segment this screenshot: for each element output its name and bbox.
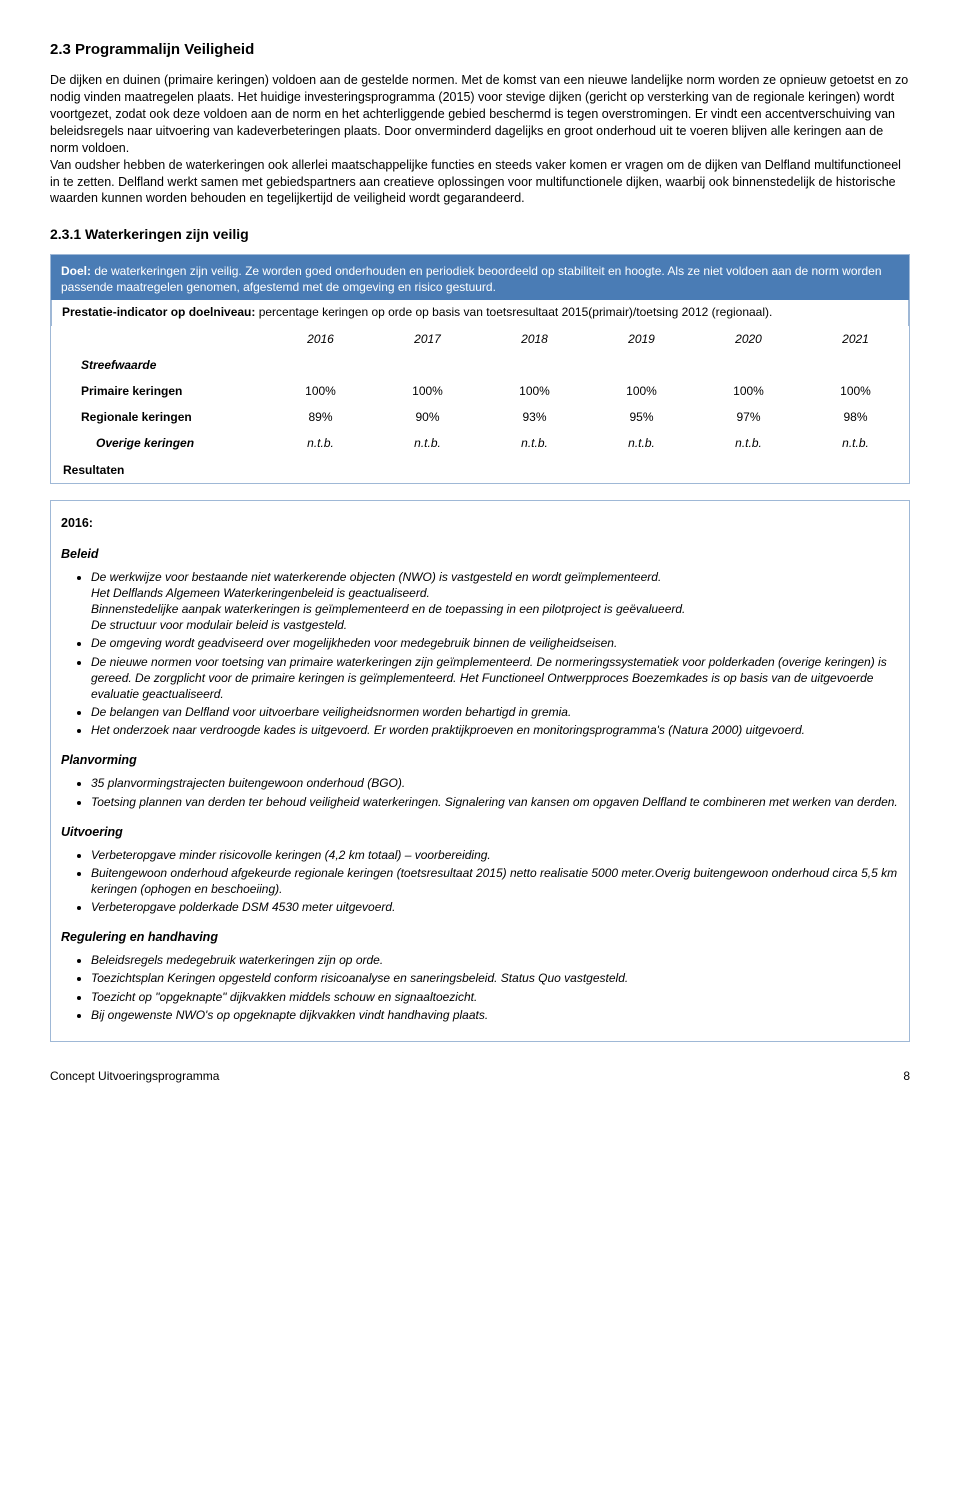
subsection-title: 2.3.1 Waterkeringen zijn veilig [50,225,910,244]
table-year-row: 2016 2017 2018 2019 2020 2021 [51,326,909,352]
cell: 100% [481,378,588,404]
goal-box: Doel: de waterkeringen zijn veilig. Ze w… [51,255,909,299]
cell: 100% [588,378,695,404]
section-title: 2.3 Programmalijn Veiligheid [50,40,910,60]
indicator-label: Prestatie-indicator op doelniveau: [62,305,255,319]
results-year: 2016: [61,515,899,532]
year-2016: 2016 [267,326,374,352]
cell: 100% [695,378,802,404]
list-item: Bij ongewenste NWO's op opgeknapte dijkv… [91,1007,899,1023]
cell: n.t.b. [695,430,802,456]
cell: n.t.b. [481,430,588,456]
results-box: 2016: Beleid De werkwijze voor bestaande… [50,500,910,1042]
list-item: De nieuwe normen voor toetsing van prima… [91,654,899,703]
year-2017: 2017 [374,326,481,352]
cell: 100% [802,378,909,404]
list-item: De omgeving wordt geadviseerd over mogel… [91,635,899,651]
table-row: Streefwaarde [51,352,909,378]
goal-label: Doel: [61,264,91,278]
cell: 100% [374,378,481,404]
list-item: Buitengewoon onderhoud afgekeurde region… [91,865,899,897]
row-overige: Overige keringen [51,430,267,456]
resultaten-label: Resultaten [51,457,909,483]
list-item: Toezichtsplan Keringen opgesteld conform… [91,970,899,986]
list-item: De belangen van Delfland voor uitvoerbar… [91,704,899,720]
cell: 100% [267,378,374,404]
year-2021: 2021 [802,326,909,352]
list-item: Beleidsregels medegebruik waterkeringen … [91,952,899,968]
row-regionale: Regionale keringen [51,404,267,430]
group-heading: Uitvoering [61,824,899,841]
bullet-list: Verbeteropgave minder risicovolle kering… [61,847,899,916]
table-row: Overige keringen n.t.b. n.t.b. n.t.b. n.… [51,430,909,456]
intro-paragraph-1: De dijken en duinen (primaire keringen) … [50,72,910,156]
list-item: Verbeteropgave polderkade DSM 4530 meter… [91,899,899,915]
list-item: Verbeteropgave minder risicovolle kering… [91,847,899,863]
streefwaarde-table: 2016 2017 2018 2019 2020 2021 Streefwaar… [51,326,909,483]
goal-indicator-table-box: Doel: de waterkeringen zijn veilig. Ze w… [50,254,910,484]
list-item: 35 planvormingstrajecten buitengewoon on… [91,775,899,791]
list-item: De werkwijze voor bestaande niet waterke… [91,569,899,634]
indicator-text: percentage keringen op orde op basis van… [255,305,772,319]
cell: 90% [374,404,481,430]
cell: 95% [588,404,695,430]
indicator-box: Prestatie-indicator op doelniveau: perce… [51,300,909,326]
cell: 89% [267,404,374,430]
cell: n.t.b. [374,430,481,456]
year-2019: 2019 [588,326,695,352]
streefwaarde-label: Streefwaarde [51,352,267,378]
table-row: Resultaten [51,457,909,483]
results-group-beleid: Beleid De werkwijze voor bestaande niet … [61,546,899,739]
cell: n.t.b. [588,430,695,456]
table-row: Primaire keringen 100% 100% 100% 100% 10… [51,378,909,404]
row-primaire: Primaire keringen [51,378,267,404]
cell: n.t.b. [267,430,374,456]
footer-right: 8 [903,1068,910,1084]
cell: n.t.b. [802,430,909,456]
year-2018: 2018 [481,326,588,352]
results-group-regulering: Regulering en handhaving Beleidsregels m… [61,929,899,1023]
footer-left: Concept Uitvoeringsprogramma [50,1068,219,1084]
year-2020: 2020 [695,326,802,352]
results-group-uitvoering: Uitvoering Verbeteropgave minder risicov… [61,824,899,916]
cell: 98% [802,404,909,430]
bullet-list: 35 planvormingstrajecten buitengewoon on… [61,775,899,809]
group-heading: Beleid [61,546,899,563]
bullet-list: Beleidsregels medegebruik waterkeringen … [61,952,899,1023]
cell: 93% [481,404,588,430]
table-row: Regionale keringen 89% 90% 93% 95% 97% 9… [51,404,909,430]
list-item: Toezicht op "opgeknapte" dijkvakken midd… [91,989,899,1005]
group-heading: Planvorming [61,752,899,769]
list-item: Toetsing plannen van derden ter behoud v… [91,794,899,810]
group-heading: Regulering en handhaving [61,929,899,946]
results-group-planvorming: Planvorming 35 planvormingstrajecten bui… [61,752,899,809]
intro-paragraph-2: Van oudsher hebben de waterkeringen ook … [50,157,910,208]
goal-text: de waterkeringen zijn veilig. Ze worden … [61,264,882,294]
list-item: Het onderzoek naar verdroogde kades is u… [91,722,899,738]
cell: 97% [695,404,802,430]
bullet-list: De werkwijze voor bestaande niet waterke… [61,569,899,739]
page-footer: Concept Uitvoeringsprogramma 8 [50,1068,910,1084]
